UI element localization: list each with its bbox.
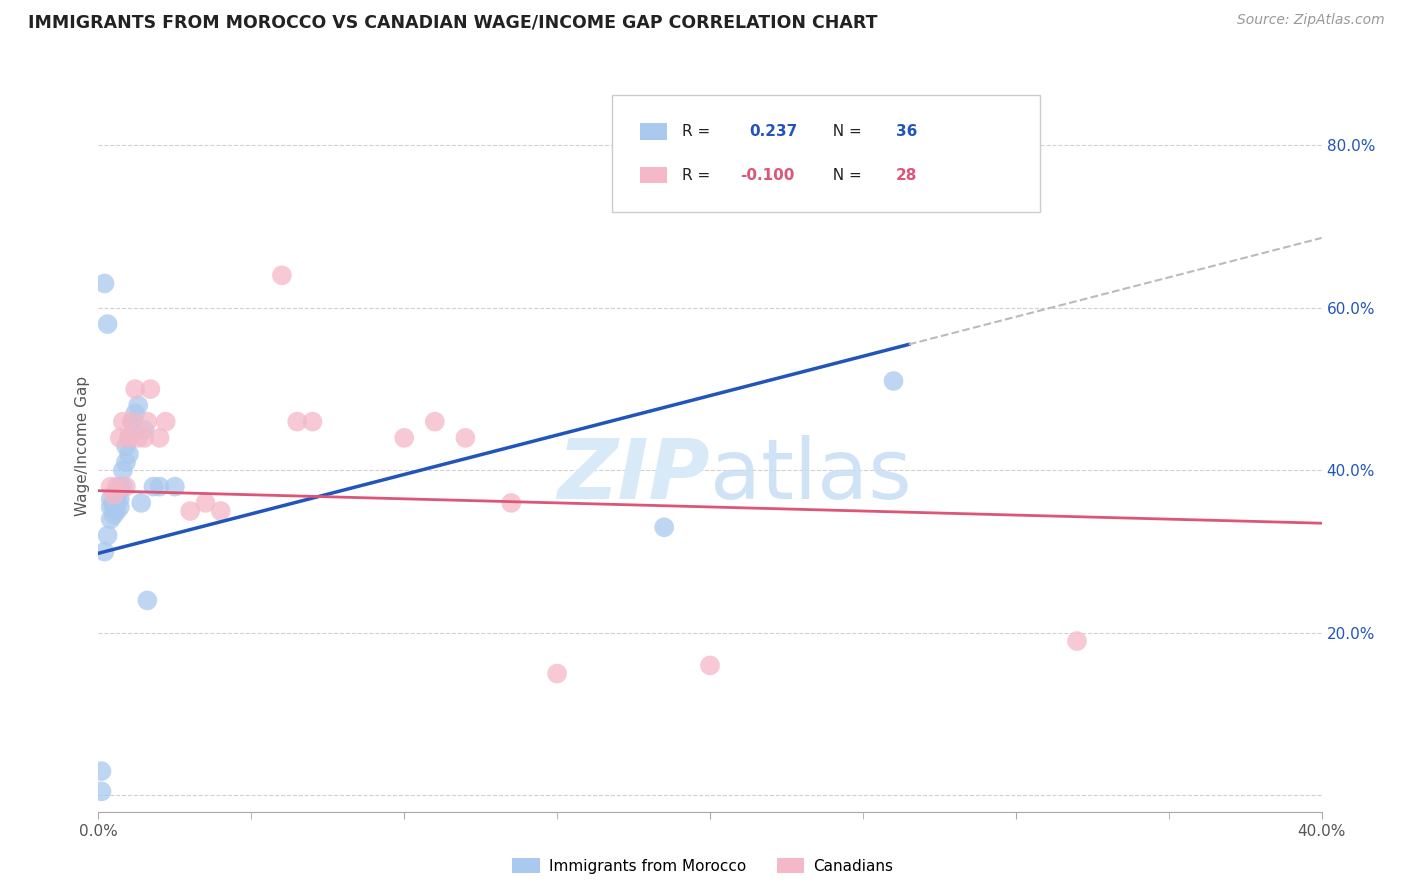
Point <box>115 480 138 494</box>
Point <box>108 431 131 445</box>
Text: 28: 28 <box>896 168 917 183</box>
Point <box>179 504 201 518</box>
Text: ZIP: ZIP <box>557 434 710 516</box>
Point <box>546 666 568 681</box>
Legend: Immigrants from Morocco, Canadians: Immigrants from Morocco, Canadians <box>506 852 900 880</box>
Text: 36: 36 <box>896 124 917 139</box>
Point <box>127 431 149 445</box>
Text: R =: R = <box>682 124 720 139</box>
Point <box>103 508 125 522</box>
FancyBboxPatch shape <box>640 123 668 139</box>
Point <box>163 480 186 494</box>
Point <box>149 431 172 445</box>
Point <box>127 398 149 412</box>
Point <box>108 500 131 514</box>
Point <box>121 415 143 429</box>
Point <box>115 439 138 453</box>
Point <box>118 447 141 461</box>
Point <box>1066 634 1088 648</box>
Point <box>270 268 292 283</box>
Text: N =: N = <box>823 124 866 139</box>
Point <box>124 407 146 421</box>
Point <box>103 488 125 502</box>
Point <box>118 431 141 445</box>
Point <box>285 415 308 429</box>
Point <box>501 496 523 510</box>
Point <box>105 488 128 502</box>
Point <box>97 317 120 331</box>
Point <box>108 491 131 506</box>
Point <box>652 520 675 534</box>
Point <box>105 504 128 518</box>
Point <box>124 382 146 396</box>
Y-axis label: Wage/Income Gap: Wage/Income Gap <box>75 376 90 516</box>
Point <box>883 374 905 388</box>
Text: atlas: atlas <box>710 434 911 516</box>
Point <box>111 480 134 494</box>
Point <box>134 423 156 437</box>
Point <box>118 431 141 445</box>
Text: R =: R = <box>682 168 716 183</box>
Point <box>121 415 143 429</box>
Point <box>90 784 112 798</box>
Point <box>100 500 122 514</box>
Point <box>111 463 134 477</box>
Point <box>142 480 165 494</box>
Point <box>105 491 128 506</box>
Point <box>136 593 159 607</box>
FancyBboxPatch shape <box>612 95 1040 212</box>
Point <box>103 496 125 510</box>
Point <box>699 658 721 673</box>
Point <box>100 512 122 526</box>
Point <box>93 544 115 558</box>
Point <box>115 455 138 469</box>
Text: Source: ZipAtlas.com: Source: ZipAtlas.com <box>1237 13 1385 28</box>
Point <box>139 382 162 396</box>
Point <box>136 415 159 429</box>
Point <box>100 480 122 494</box>
Point <box>423 415 446 429</box>
Point <box>155 415 177 429</box>
Point <box>108 480 131 494</box>
Point <box>454 431 477 445</box>
Point <box>111 415 134 429</box>
Point <box>100 491 122 506</box>
Point <box>209 504 232 518</box>
Point <box>90 764 112 778</box>
Point <box>301 415 323 429</box>
Point <box>392 431 416 445</box>
Text: IMMIGRANTS FROM MOROCCO VS CANADIAN WAGE/INCOME GAP CORRELATION CHART: IMMIGRANTS FROM MOROCCO VS CANADIAN WAGE… <box>28 13 877 31</box>
Point <box>97 528 120 542</box>
Point <box>103 500 125 514</box>
Point <box>108 483 131 498</box>
Point <box>129 496 152 510</box>
Point <box>93 277 115 291</box>
Point <box>149 480 172 494</box>
FancyBboxPatch shape <box>640 168 668 184</box>
Point <box>134 431 156 445</box>
Point <box>194 496 217 510</box>
Text: -0.100: -0.100 <box>741 168 794 183</box>
Point <box>105 480 128 494</box>
Text: 0.237: 0.237 <box>749 124 797 139</box>
Text: N =: N = <box>823 168 866 183</box>
